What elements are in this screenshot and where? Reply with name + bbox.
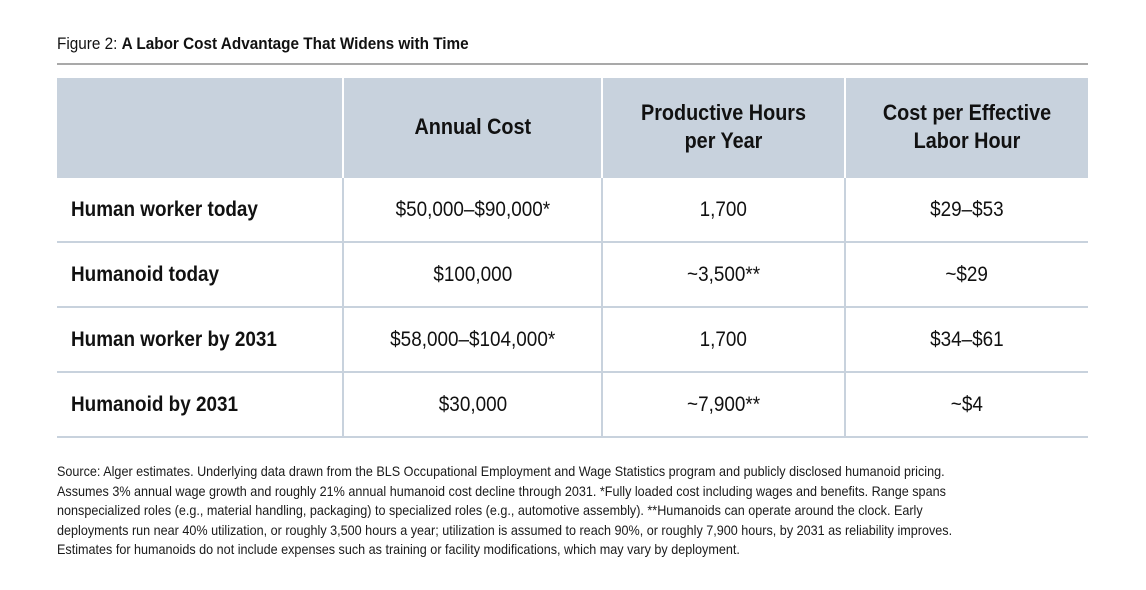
annual-cost-cell: $58,000–$104,000* bbox=[342, 306, 602, 372]
productive-hours-value: ~7,900** bbox=[686, 392, 761, 416]
annual-cost-cell: $100,000 bbox=[342, 241, 602, 307]
header-label: Annual Cost bbox=[414, 114, 531, 139]
header-label: Cost per Effective Labor Hour bbox=[882, 100, 1052, 153]
figure-heading: A Labor Cost Advantage That Widens with … bbox=[121, 34, 469, 53]
cost-per-hour-cell: $34–$61 bbox=[844, 306, 1088, 372]
table-row: Human worker today $50,000–$90,000* 1,70… bbox=[57, 176, 1088, 242]
annual-cost-value: $30,000 bbox=[438, 392, 507, 416]
cost-per-hour-value: $34–$61 bbox=[930, 327, 1004, 351]
source-note-line: Assumes 3% annual wage growth and roughl… bbox=[57, 482, 946, 499]
cost-per-hour-value: ~$29 bbox=[945, 262, 989, 286]
cost-per-hour-value: ~$4 bbox=[950, 392, 984, 416]
row-label-cell: Human worker by 2031 bbox=[57, 306, 343, 372]
annual-cost-value: $58,000–$104,000* bbox=[389, 327, 556, 351]
productive-hours-cell: 1,700 bbox=[601, 306, 845, 372]
header-cell-blank bbox=[57, 78, 343, 177]
row-label-cell: Humanoid today bbox=[57, 241, 343, 307]
header-label: Productive Hours per Year bbox=[640, 100, 807, 153]
row-label-cell: Human worker today bbox=[57, 176, 343, 242]
table-row: Human worker by 2031 $58,000–$104,000* 1… bbox=[57, 306, 1088, 372]
source-note-line: Estimates for humanoids do not include e… bbox=[57, 541, 740, 557]
source-note-line: Source: Alger estimates. Underlying data… bbox=[57, 463, 945, 479]
productive-hours-value: 1,700 bbox=[699, 197, 748, 221]
source-note-line: nonspecialized roles (e.g., material han… bbox=[57, 502, 923, 518]
annual-cost-value: $50,000–$90,000* bbox=[395, 197, 550, 221]
header-cell-cost-per-hour: Cost per Effective Labor Hour bbox=[844, 78, 1088, 177]
header-cell-productive-hours: Productive Hours per Year bbox=[601, 78, 845, 177]
figure-label: Figure 2: bbox=[57, 34, 118, 53]
productive-hours-value: ~3,500** bbox=[686, 262, 761, 286]
row-label: Humanoid by 2031 bbox=[71, 392, 239, 416]
cost-per-hour-cell: ~$29 bbox=[844, 241, 1088, 307]
cost-per-hour-value: $29–$53 bbox=[930, 197, 1004, 221]
table-row: Humanoid by 2031 $30,000 ~7,900** ~$4 bbox=[57, 371, 1088, 438]
annual-cost-value: $100,000 bbox=[433, 262, 512, 286]
labor-cost-table: Annual Cost Productive Hours per Year Co… bbox=[57, 78, 1088, 438]
figure-title: Figure 2: A Labor Cost Advantage That Wi… bbox=[57, 34, 469, 54]
table-row: Humanoid today $100,000 ~3,500** ~$29 bbox=[57, 241, 1088, 307]
source-note-line: deployments run near 40% utilization, or… bbox=[57, 521, 953, 538]
annual-cost-cell: $50,000–$90,000* bbox=[342, 176, 602, 242]
productive-hours-value: 1,700 bbox=[699, 327, 748, 351]
cost-per-hour-cell: $29–$53 bbox=[844, 176, 1088, 242]
annual-cost-cell: $30,000 bbox=[342, 371, 602, 438]
productive-hours-cell: ~3,500** bbox=[601, 241, 845, 307]
productive-hours-cell: 1,700 bbox=[601, 176, 845, 242]
productive-hours-cell: ~7,900** bbox=[601, 371, 845, 438]
table-header-row: Annual Cost Productive Hours per Year Co… bbox=[57, 78, 1088, 177]
title-divider bbox=[57, 63, 1088, 65]
source-note: Source: Alger estimates. Underlying data… bbox=[57, 462, 1074, 560]
row-label-cell: Humanoid by 2031 bbox=[57, 371, 343, 438]
row-label: Human worker by 2031 bbox=[71, 327, 277, 351]
row-label: Humanoid today bbox=[71, 262, 220, 286]
header-cell-annual-cost: Annual Cost bbox=[342, 78, 602, 177]
row-label: Human worker today bbox=[71, 197, 258, 221]
cost-per-hour-cell: ~$4 bbox=[844, 371, 1088, 438]
